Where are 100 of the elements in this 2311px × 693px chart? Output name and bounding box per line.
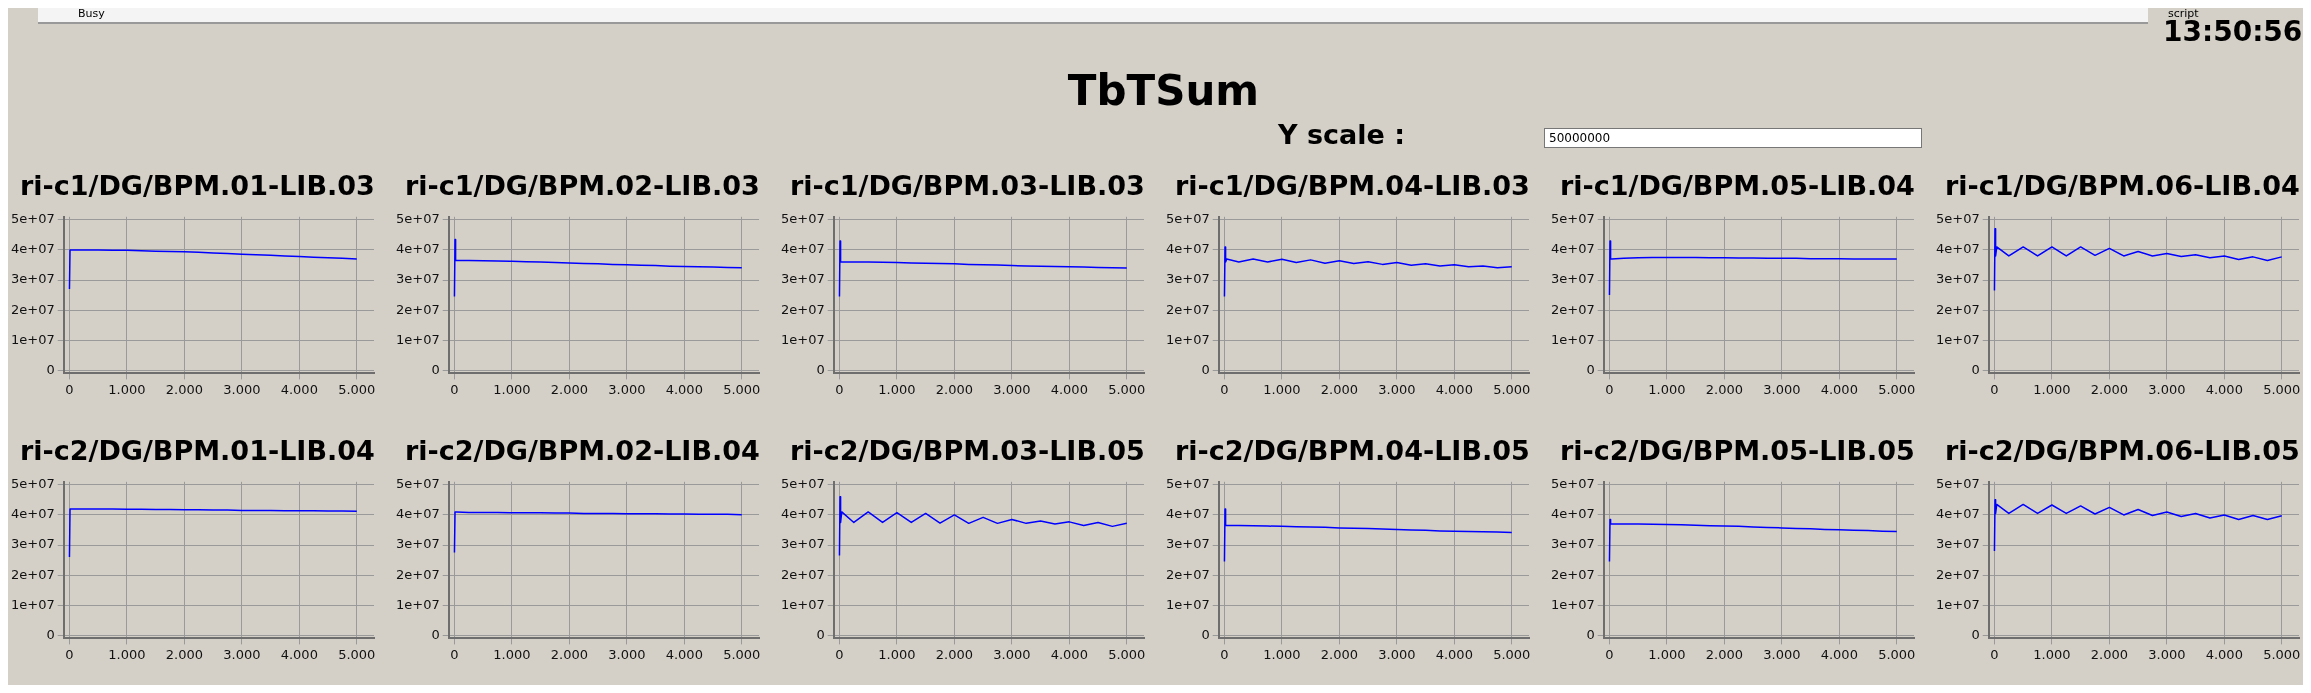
chart-title: ri-c2/DG/BPM.04-LIB.05: [1174, 435, 1531, 468]
x-tick-label: 1.000: [493, 381, 531, 397]
x-tick-label: 0: [1220, 646, 1229, 662]
y-tick-label: 1e+07: [780, 331, 825, 347]
x-tick-label: 3.000: [608, 381, 646, 397]
x-tick-label: 0: [1990, 646, 1999, 662]
y-tick-label: 2e+07: [1935, 301, 1980, 317]
y-tick-label: 3e+07: [1550, 271, 1595, 287]
y-tick-label: 2e+07: [1165, 566, 1210, 582]
x-tick-label: 3.000: [223, 381, 261, 397]
y-tick-label: 5e+07: [780, 211, 825, 227]
y-tick-label: 5e+07: [10, 211, 55, 227]
x-tick-label: 0: [1990, 381, 1999, 397]
y-tick-label: 5e+07: [1935, 476, 1980, 492]
y-tick-label: 1e+07: [1165, 331, 1210, 347]
x-tick-label: 1.000: [1648, 646, 1686, 662]
y-tick-label: 2e+07: [1935, 566, 1980, 582]
chart-title: ri-c2/DG/BPM.05-LIB.05: [1559, 435, 1916, 468]
x-tick-label: 4.000: [1820, 646, 1858, 662]
y-tick-label: 1e+07: [395, 331, 440, 347]
y-tick-label: 0: [431, 361, 440, 377]
chart-title: ri-c1/DG/BPM.05-LIB.04: [1559, 170, 1916, 203]
x-tick-label: 2.000: [1705, 381, 1743, 397]
y-tick-label: 2e+07: [780, 566, 825, 582]
x-tick-label: 3.000: [608, 646, 646, 662]
y-tick-label: 3e+07: [780, 536, 825, 552]
y-tick-label: 4e+07: [395, 506, 440, 522]
y-tick-label: 3e+07: [1935, 271, 1980, 287]
text: 50000000: [1544, 128, 1922, 148]
y-tick-label: 1e+07: [1550, 596, 1595, 612]
y-tick-label: 3e+07: [1550, 536, 1595, 552]
x-tick-label: 3.000: [1378, 381, 1416, 397]
x-tick-label: 4.000: [665, 646, 703, 662]
x-tick-label: 4.000: [1820, 381, 1858, 397]
x-tick-label: 1.000: [1263, 381, 1301, 397]
x-tick-label: 5.000: [1108, 381, 1146, 397]
y-tick-label: 2e+07: [1165, 301, 1210, 317]
y-tick-label: 2e+07: [395, 566, 440, 582]
x-tick-label: 1.000: [2033, 646, 2071, 662]
y-tick-label: 3e+07: [1165, 271, 1210, 287]
y-tick-label: 4e+07: [10, 241, 55, 257]
y-tick-label: 0: [46, 626, 55, 642]
x-tick-label: 0: [65, 381, 74, 397]
x-tick-label: 4.000: [1050, 646, 1088, 662]
y-tick-label: 2e+07: [1550, 566, 1595, 582]
y-tick-label: 0: [431, 626, 440, 642]
y-tick-label: 0: [46, 361, 55, 377]
chart-title: ri-c2/DG/BPM.01-LIB.04: [19, 435, 376, 468]
y-tick-label: 1e+07: [1935, 596, 1980, 612]
x-tick-label: 1.000: [1263, 646, 1301, 662]
x-tick-label: 2.000: [2090, 381, 2128, 397]
y-tick-label: 3e+07: [10, 271, 55, 287]
x-tick-label: 0: [1220, 381, 1229, 397]
y-tick-label: 4e+07: [780, 506, 825, 522]
y-tick-label: 0: [1201, 361, 1210, 377]
x-tick-label: 2.000: [2090, 646, 2128, 662]
x-tick-label: 2.000: [550, 381, 588, 397]
y-tick-label: 5e+07: [1165, 476, 1210, 492]
y-tick-label: 2e+07: [10, 301, 55, 317]
y-tick-label: 4e+07: [1935, 241, 1980, 257]
y-tick-label: 5e+07: [10, 476, 55, 492]
x-tick-label: 2.000: [1320, 381, 1358, 397]
chart-title: ri-c1/DG/BPM.02-LIB.03: [404, 170, 761, 203]
y-tick-label: 1e+07: [780, 596, 825, 612]
x-tick-label: 2.000: [550, 646, 588, 662]
x-tick-label: 0: [1605, 646, 1614, 662]
x-tick-label: 4.000: [1050, 381, 1088, 397]
x-tick-label: 4.000: [1435, 646, 1473, 662]
text: Busy: [78, 7, 105, 20]
x-tick-label: 1.000: [878, 381, 916, 397]
x-tick-label: 3.000: [993, 381, 1031, 397]
x-tick-label: 4.000: [2205, 381, 2243, 397]
x-tick-label: 3.000: [2148, 646, 2186, 662]
y-tick-label: 2e+07: [780, 301, 825, 317]
x-tick-label: 4.000: [1435, 381, 1473, 397]
x-tick-label: 0: [835, 381, 844, 397]
chart-title: ri-c1/DG/BPM.01-LIB.03: [19, 170, 376, 203]
y-tick-label: 2e+07: [395, 301, 440, 317]
y-tick-label: 4e+07: [1165, 241, 1210, 257]
y-tick-label: 3e+07: [780, 271, 825, 287]
x-tick-label: 5.000: [723, 381, 761, 397]
x-tick-label: 0: [450, 381, 459, 397]
chart-title: ri-c2/DG/BPM.02-LIB.04: [404, 435, 761, 468]
x-tick-label: 5.000: [1878, 646, 1916, 662]
y-tick-label: 1e+07: [10, 596, 55, 612]
chart-title: ri-c1/DG/BPM.03-LIB.03: [789, 170, 1146, 203]
x-tick-label: 5.000: [2263, 646, 2301, 662]
x-tick-label: 1.000: [2033, 381, 2071, 397]
x-tick-label: 1.000: [108, 381, 146, 397]
y-tick-label: 0: [816, 361, 825, 377]
y-tick-label: 5e+07: [1935, 211, 1980, 227]
x-tick-label: 3.000: [1378, 646, 1416, 662]
y-tick-label: 2e+07: [10, 566, 55, 582]
x-tick-label: 1.000: [1648, 381, 1686, 397]
x-tick-label: 3.000: [1763, 646, 1801, 662]
y-tick-label: 3e+07: [395, 536, 440, 552]
x-tick-label: 5.000: [1878, 381, 1916, 397]
x-tick-label: 3.000: [993, 646, 1031, 662]
y-tick-label: 4e+07: [780, 241, 825, 257]
x-tick-label: 5.000: [1493, 646, 1531, 662]
